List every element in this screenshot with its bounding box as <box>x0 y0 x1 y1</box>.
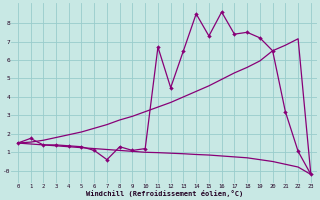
X-axis label: Windchill (Refroidissement éolien,°C): Windchill (Refroidissement éolien,°C) <box>86 190 243 197</box>
